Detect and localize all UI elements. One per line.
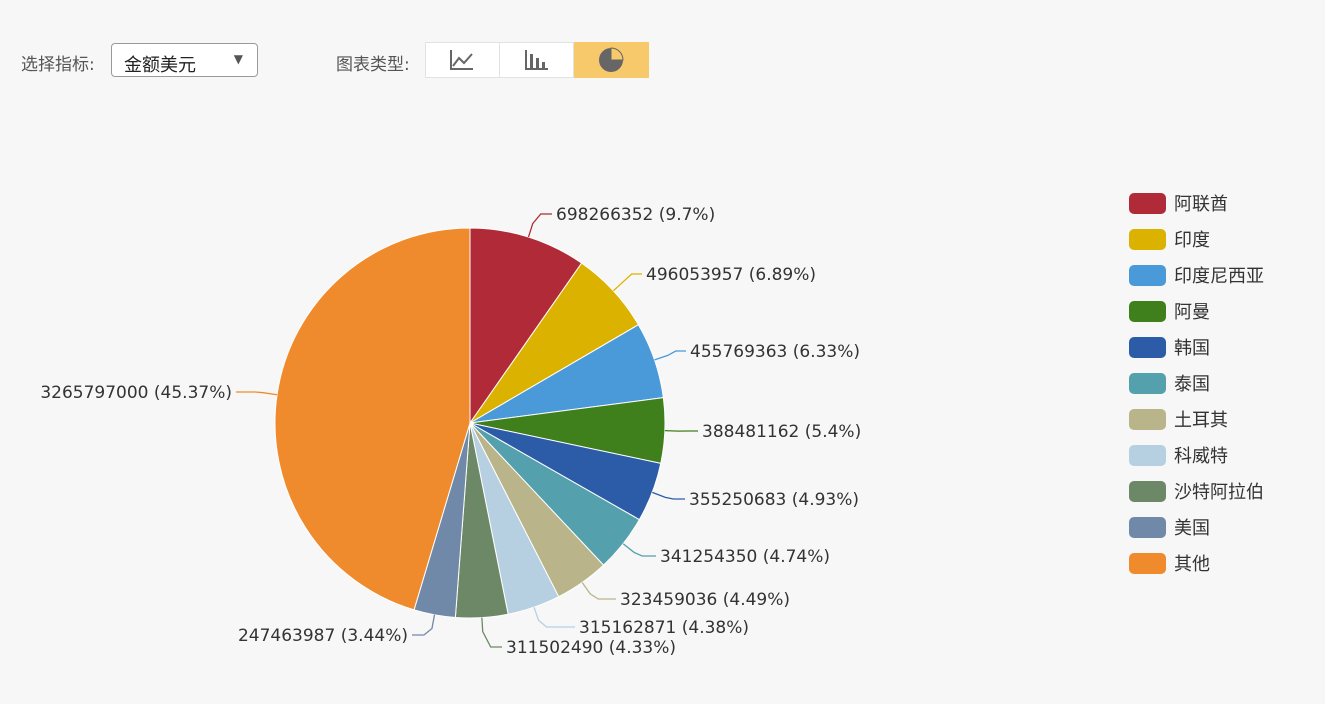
- pie-chart-button[interactable]: [574, 42, 650, 78]
- legend-swatch: [1129, 408, 1166, 430]
- legend-swatch: [1129, 300, 1166, 322]
- chart-type-group: [425, 42, 650, 78]
- leader-line-2: [612, 273, 642, 292]
- data-label-9: 311502490 (4.33%): [506, 638, 676, 658]
- legend-label: 其他: [1174, 554, 1210, 575]
- legend-swatch: [1129, 228, 1166, 250]
- leader-line-6: [622, 543, 656, 557]
- legend-swatch: [1129, 480, 1166, 502]
- legend-label: 阿联酋: [1174, 194, 1228, 215]
- data-label-3: 455769363 (6.33%): [690, 342, 860, 362]
- data-label-6: 341254350 (4.74%): [660, 547, 830, 567]
- metric-select[interactable]: 金额美元 ▼: [111, 43, 258, 77]
- legend-swatch: [1129, 444, 1166, 466]
- pie-chart: 698266352 (9.7%) 496053957 (6.89%) 4557693…: [40, 205, 861, 658]
- data-label-7: 323459036 (4.49%): [620, 590, 790, 610]
- data-label-8: 315162871 (4.38%): [579, 618, 749, 638]
- leader-line-1: [527, 213, 552, 238]
- metric-select-value: 金额美元: [124, 55, 196, 76]
- legend-item-5[interactable]: 韩国: [1129, 329, 1264, 365]
- data-label-2: 496053957 (6.89%): [646, 265, 816, 285]
- metric-label: 选择指标:: [21, 55, 95, 75]
- legend-item-8[interactable]: 科威特: [1129, 437, 1264, 473]
- data-label-1: 698266352 (9.7%): [556, 205, 715, 225]
- chart-type-label: 图表类型:: [336, 55, 410, 75]
- legend-item-1[interactable]: 阿联酋: [1129, 185, 1264, 221]
- data-label-11: 3265797000 (45.37%): [40, 383, 232, 403]
- legend-label: 沙特阿拉伯: [1174, 482, 1264, 503]
- leader-line-8: [533, 606, 575, 628]
- chart-legend: 阿联酋印度印度尼西亚阿曼韩国泰国土耳其科威特沙特阿拉伯美国其他: [1129, 185, 1264, 581]
- legend-label: 泰国: [1174, 374, 1210, 395]
- legend-label: 阿曼: [1174, 302, 1210, 323]
- legend-item-11[interactable]: 其他: [1129, 545, 1264, 581]
- data-label-5: 355250683 (4.93%): [689, 490, 859, 510]
- legend-swatch: [1129, 264, 1166, 286]
- legend-label: 印度尼西亚: [1174, 266, 1264, 287]
- bar-chart-button[interactable]: [499, 42, 575, 78]
- legend-swatch: [1129, 192, 1166, 214]
- legend-item-6[interactable]: 泰国: [1129, 365, 1264, 401]
- legend-item-4[interactable]: 阿曼: [1129, 293, 1264, 329]
- legend-swatch: [1129, 372, 1166, 394]
- leader-line-3: [654, 350, 686, 361]
- line-chart-icon: [450, 50, 474, 70]
- legend-label: 美国: [1174, 518, 1210, 539]
- legend-item-2[interactable]: 印度: [1129, 221, 1264, 257]
- leader-line-11: [236, 391, 278, 396]
- legend-item-7[interactable]: 土耳其: [1129, 401, 1264, 437]
- toolbar: 选择指标: 金额美元 ▼ 图表类型:: [0, 0, 1325, 100]
- leader-line-4: [664, 429, 698, 432]
- bar-chart-icon: [524, 50, 548, 70]
- legend-label: 科威特: [1174, 446, 1228, 467]
- legend-item-10[interactable]: 美国: [1129, 509, 1264, 545]
- legend-item-3[interactable]: 印度尼西亚: [1129, 257, 1264, 293]
- legend-label: 韩国: [1174, 338, 1210, 359]
- legend-label: 土耳其: [1174, 410, 1228, 431]
- leader-line-9: [481, 617, 502, 648]
- legend-swatch: [1129, 552, 1166, 574]
- leader-line-10: [412, 614, 436, 636]
- legend-swatch: [1129, 336, 1166, 358]
- leader-line-5: [652, 491, 685, 500]
- legend-item-9[interactable]: 沙特阿拉伯: [1129, 473, 1264, 509]
- pie-chart-icon: [599, 47, 624, 72]
- leader-line-7: [581, 582, 616, 600]
- line-chart-button[interactable]: [425, 42, 500, 78]
- pie-slice-1[interactable]: [469, 227, 583, 425]
- dropdown-arrow-icon: ▼: [233, 52, 243, 66]
- data-label-10: 247463987 (3.44%): [238, 626, 408, 646]
- legend-label: 印度: [1174, 230, 1210, 251]
- legend-swatch: [1129, 516, 1166, 538]
- data-label-4: 388481162 (5.4%): [702, 422, 861, 442]
